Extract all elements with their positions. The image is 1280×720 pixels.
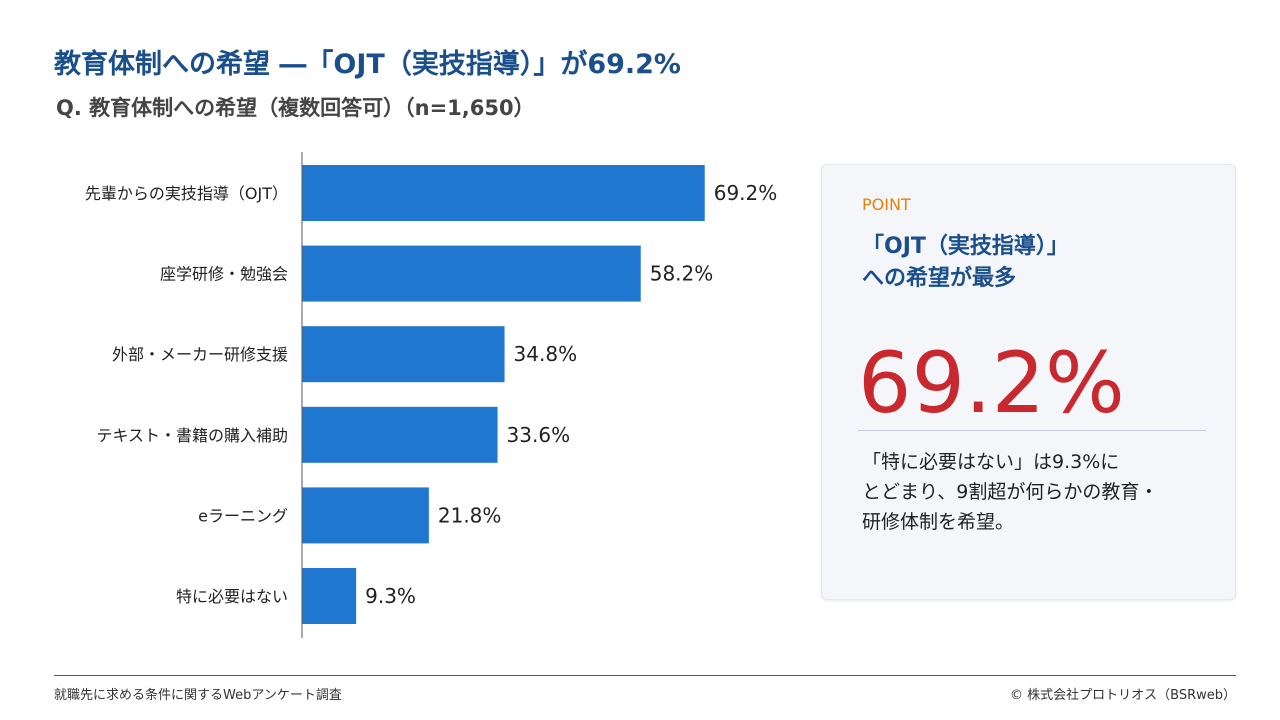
point-body-line1: 「特に必要はない」は9.3%に [862, 451, 1120, 473]
value-label-5: 9.3% [365, 584, 416, 608]
value-label-4: 21.8% [438, 503, 502, 527]
point-heading: 「OJT（実技指導）」 への希望が最多 [862, 231, 1222, 295]
point-heading-line1: 「OJT（実技指導）」 [862, 234, 1069, 259]
point-body-line2: とどまり、9割超が何らかの教育・ [862, 481, 1159, 503]
footer-copyright: © 株式会社プロトリオス（BSRweb） [1010, 688, 1236, 703]
point-heading-line2: への希望が最多 [862, 266, 1017, 291]
footer-source: 就職先に求める条件に関するWebアンケート調査 [54, 688, 342, 703]
bar-chart-bars: 先輩からの実技指導（OJT） 69.2% 座学研修・勉強会 58.2% 外部・メーカー研… [85, 165, 777, 624]
value-label-3: 33.6% [507, 423, 571, 447]
bar-3 [302, 406, 498, 463]
bar-chart: 先輩からの実技指導（OJT） 69.2% 座学研修・勉強会 58.2% 外部・メーカー研… [85, 152, 777, 638]
question-subtitle: Q. 教育体制への希望（複数回答可）（n=1,650） [56, 96, 535, 120]
value-label-0: 69.2% [714, 181, 778, 205]
category-label-4: eラーニング [198, 506, 288, 525]
value-label-1: 58.2% [650, 262, 714, 286]
category-label-1: 座学研修・勉強会 [160, 265, 288, 284]
category-label-0: 先輩からの実技指導（OJT） [85, 184, 288, 203]
category-label-2: 外部・メーカー研修支援 [112, 345, 288, 364]
point-label: POINT [862, 195, 911, 214]
point-big-value: 69.2% [858, 334, 1125, 432]
bar-0 [302, 165, 705, 221]
point-body: 「特に必要はない」は9.3%に とどまり、9割超が何らかの教育・ 研修体制を希望… [862, 447, 1222, 537]
page-title: 教育体制への希望 ―「OJT（実技指導）」が69.2% [54, 49, 681, 80]
category-label-3: テキスト・書籍の購入補助 [96, 426, 288, 445]
value-label-2: 34.8% [514, 342, 578, 366]
bar-5 [302, 568, 357, 624]
bar-1 [302, 245, 641, 302]
point-divider [858, 430, 1206, 431]
point-body-line3: 研修体制を希望。 [862, 511, 1015, 533]
bar-4 [302, 487, 429, 544]
footer-divider [54, 675, 1236, 676]
category-label-5: 特に必要はない [176, 587, 288, 606]
bar-2 [302, 326, 505, 383]
point-card: POINT 「OJT（実技指導）」 への希望が最多 69.2% 「特に必要はない… [821, 164, 1236, 600]
